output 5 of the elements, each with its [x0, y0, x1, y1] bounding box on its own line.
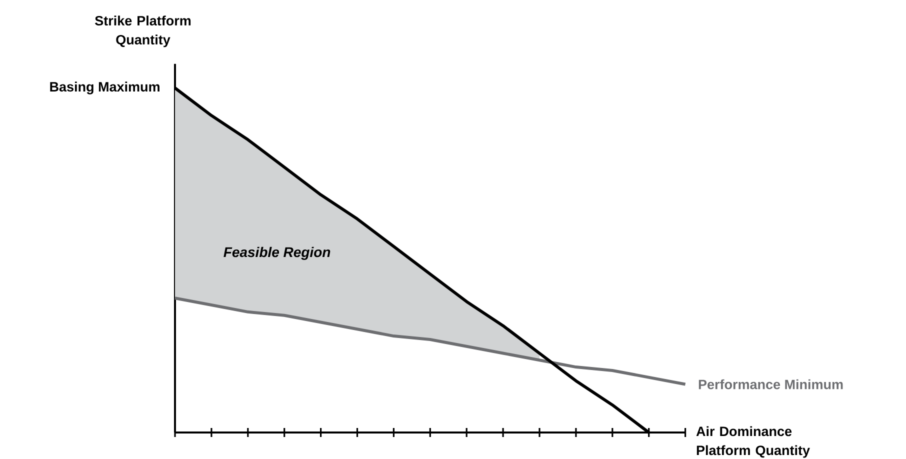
y-axis-title: Strike Platform Quantity — [95, 16, 191, 48]
series-label: Performance Minimum — [698, 379, 843, 390]
annotation: Feasible Region — [224, 246, 330, 260]
x-axis-title: Air Dominance Platform Quantity — [696, 426, 810, 458]
series-label: Basing Maximum — [50, 82, 160, 94]
